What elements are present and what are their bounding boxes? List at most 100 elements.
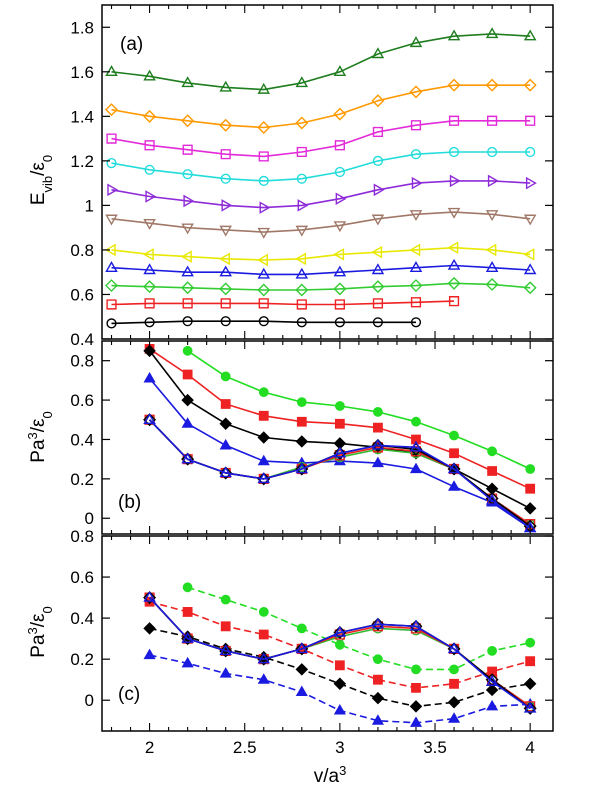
panel-a-series-1-point bbox=[219, 118, 233, 132]
panel-a-series-8-point bbox=[181, 281, 195, 295]
panel-c-y-tick-label: 0.4 bbox=[70, 609, 94, 628]
panel-c-series-2-point bbox=[295, 663, 309, 676]
panel-a-series-5-point bbox=[371, 214, 385, 226]
panel-b-series-7-point bbox=[371, 438, 385, 450]
panel-a-series-6-point bbox=[371, 245, 383, 259]
panel-a-series-5-point bbox=[219, 225, 232, 237]
panel-c-series-7-point bbox=[447, 642, 461, 654]
panel-b-series-1-point bbox=[487, 466, 498, 476]
panel-a-series-10-point bbox=[296, 317, 307, 328]
panel-a-series-9-point bbox=[106, 299, 117, 310]
panel-c-series-1-point bbox=[373, 674, 383, 685]
panel-c-series-7-point bbox=[257, 652, 271, 664]
panel-a-series-7-point bbox=[333, 265, 347, 277]
panel-c-series-3-point bbox=[219, 667, 232, 678]
panel-a-series-5-point bbox=[105, 214, 118, 226]
panel-c-y-tick-label: 0.2 bbox=[70, 650, 94, 669]
panel-c-series-2-point bbox=[409, 700, 423, 713]
panel-b-series-2-point bbox=[295, 435, 309, 448]
panel-b: 0 0.2 0.4 0.6 0.8 (b) Pa3/ε0 bbox=[25, 340, 554, 535]
panel-c-series-1-point bbox=[334, 660, 345, 671]
panel-a-series-5 bbox=[105, 207, 537, 239]
panel-a-series-1-point bbox=[257, 120, 271, 134]
panel-a-series-8-point bbox=[485, 277, 499, 291]
panel-c-series-2-point bbox=[485, 683, 499, 697]
panel-a-series-10-point bbox=[106, 318, 117, 329]
panel-a-series-7-point bbox=[447, 258, 461, 270]
panel-a-series-0-point bbox=[333, 65, 347, 77]
panel-b-x-ticks bbox=[110, 341, 531, 534]
panel-c-series-7-point bbox=[371, 617, 385, 629]
panel-b-series-7-point bbox=[143, 413, 156, 424]
panel-a-series-3-point bbox=[410, 149, 422, 160]
panel-c-series-2-point bbox=[143, 622, 156, 635]
panel-b-y-ticks: 0 0.2 0.4 0.6 0.8 bbox=[70, 352, 553, 528]
panel-b-series-2-point bbox=[143, 344, 156, 358]
panel-a-series-10-point bbox=[182, 316, 193, 327]
panel-a-series-7-point bbox=[371, 263, 385, 275]
panel-b-y-axis-label: Pa3/ε0 bbox=[25, 411, 55, 462]
panel-a-series-1 bbox=[105, 78, 537, 134]
panel-b-series bbox=[143, 343, 537, 533]
panel-c-series-7-point bbox=[409, 619, 423, 631]
panel-c-tag: (c) bbox=[118, 684, 140, 705]
panel-a-y-tick-label: 1.2 bbox=[70, 152, 94, 171]
panel-c-series-1-point bbox=[449, 678, 459, 689]
panel-a-series-9-point bbox=[220, 298, 231, 309]
panel-b-series-2-point bbox=[181, 393, 194, 407]
panel-b-series-0 bbox=[182, 345, 536, 474]
panel-a-series-7-point bbox=[105, 261, 118, 272]
panel-a-y-tick-label: 0.4 bbox=[70, 330, 94, 349]
panel-b-series-0-point bbox=[372, 406, 383, 417]
panel-a-series-4-point bbox=[145, 190, 157, 203]
panel-a-series-3-point bbox=[448, 146, 460, 158]
panel-a-series-1-point bbox=[447, 78, 461, 92]
panel-a-series-6 bbox=[104, 241, 535, 267]
panel-a-series-2-point bbox=[258, 151, 269, 162]
panel-a-series-9-line bbox=[111, 300, 455, 306]
panel-a-series-2-point bbox=[372, 126, 384, 138]
panel-b-series-2-point bbox=[219, 417, 232, 430]
panel-a-series-4-point bbox=[297, 199, 309, 212]
panel-c-y-ticks: 0 0.2 0.4 0.6 0.8 bbox=[70, 527, 553, 710]
panel-a-series-2-point bbox=[296, 146, 307, 158]
panel-b-y-tick-label: 0.2 bbox=[70, 470, 94, 489]
panel-a-series-2-point bbox=[487, 115, 498, 126]
panel-a-series-2-point bbox=[144, 140, 155, 151]
panel-a-series-0-point bbox=[181, 76, 194, 88]
panel-c-series-0-line bbox=[187, 586, 531, 671]
panel-c-series-3-point bbox=[333, 704, 346, 715]
panel-a-series-6-point bbox=[409, 243, 421, 257]
panel-a-series-9-point bbox=[334, 299, 345, 310]
panel-b-tag: (b) bbox=[118, 492, 141, 513]
panel-a-series-7-point bbox=[219, 265, 232, 277]
panel-a-series-1-point bbox=[523, 78, 537, 92]
panel-a-series-8-point bbox=[295, 283, 309, 297]
panel-a-series-5-point bbox=[143, 218, 156, 230]
panel-b-series-7-point bbox=[181, 452, 194, 464]
panel-b-series-0-point bbox=[258, 387, 269, 398]
panel-a-series-7-line bbox=[111, 264, 531, 276]
panel-b-series-0-point bbox=[296, 397, 307, 407]
panel-a-series-4-point bbox=[487, 174, 499, 188]
panel-b-series-6-point bbox=[181, 452, 195, 466]
panel-a-series-10-point bbox=[144, 317, 155, 328]
panel-c-series-3-point bbox=[181, 656, 194, 668]
panel-b-series-0-point bbox=[182, 345, 193, 356]
panel-c-series-6-point bbox=[143, 591, 157, 605]
panel-a-series-1-point bbox=[181, 114, 195, 128]
panel-a-series-7 bbox=[105, 258, 537, 279]
panel-a-series bbox=[104, 27, 537, 329]
panel-a-series-2-point bbox=[525, 115, 536, 126]
panel-b-series-7-point bbox=[409, 440, 423, 452]
panel-b-series-7-point bbox=[485, 493, 499, 505]
panel-c-series-3-point bbox=[143, 648, 156, 660]
x-tick-label: 3.5 bbox=[423, 738, 447, 757]
panel-a-series-2-point bbox=[448, 115, 460, 126]
panel-b-series-5-point bbox=[410, 446, 422, 457]
panel-a-frame bbox=[101, 4, 554, 340]
panel-a-series-0-point bbox=[143, 69, 156, 81]
panel-b-series-3-point bbox=[143, 371, 156, 383]
panel-a-series-10-point bbox=[410, 317, 422, 328]
